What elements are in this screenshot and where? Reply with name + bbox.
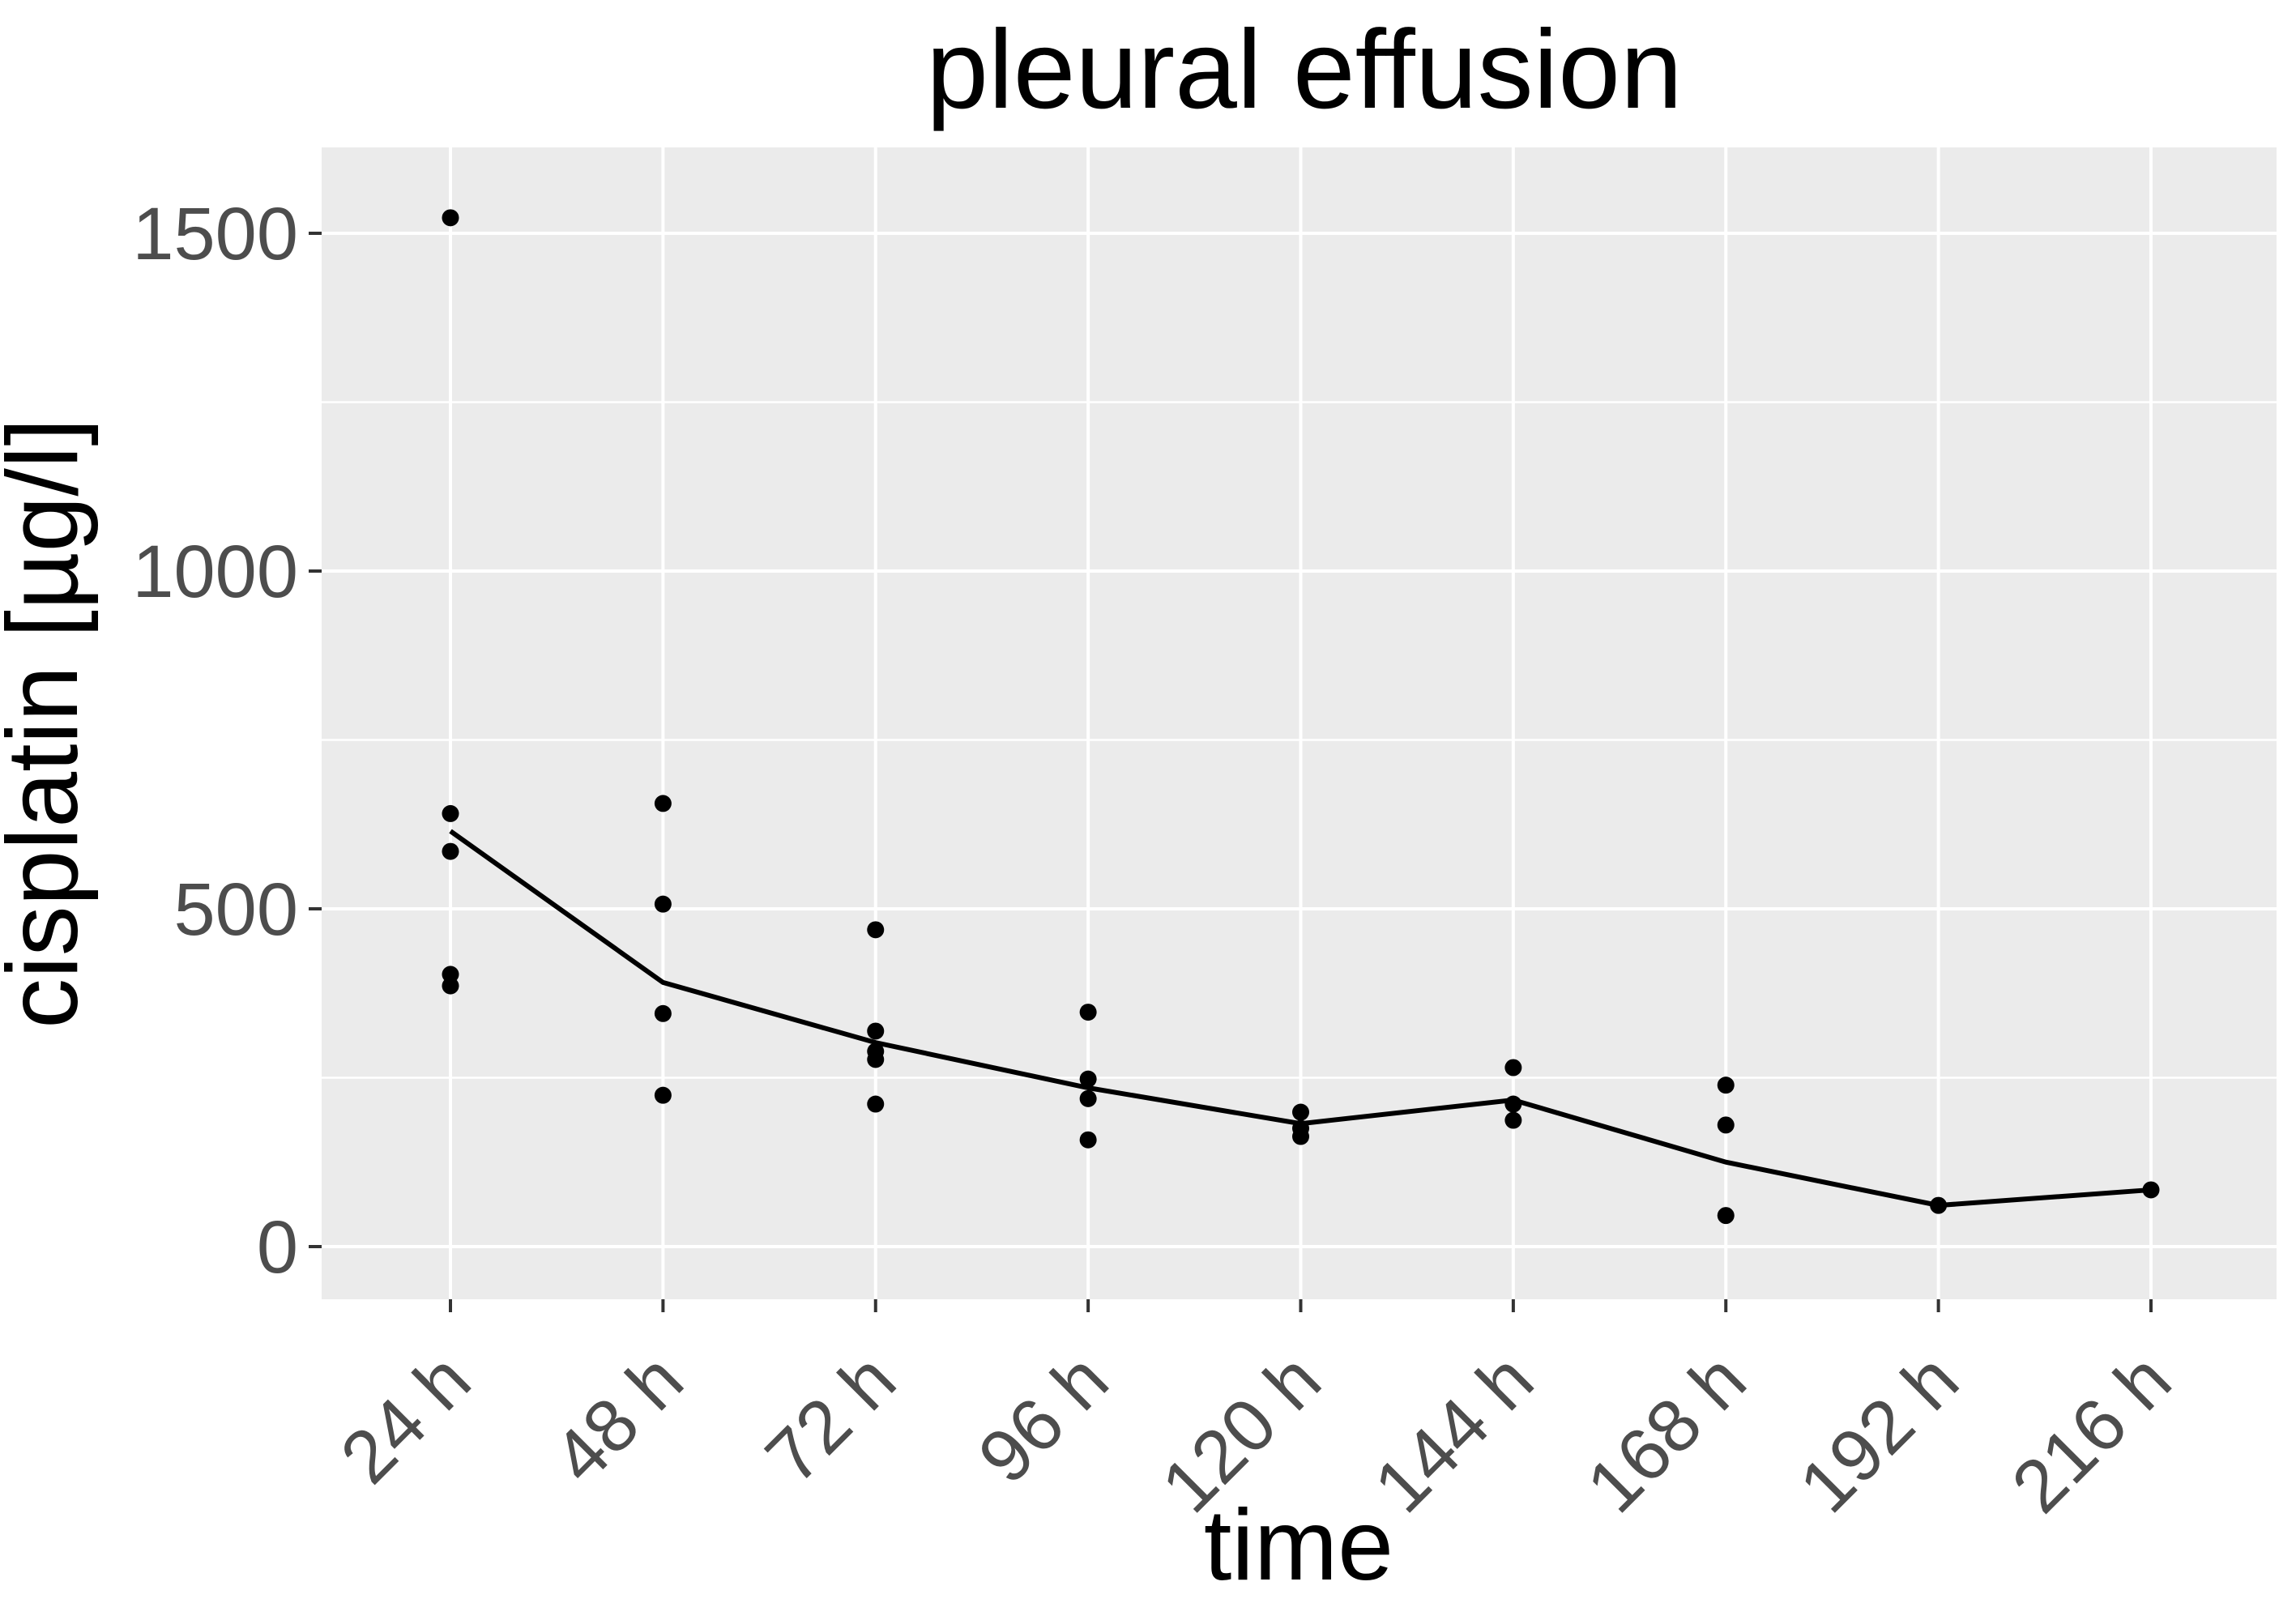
axis-tick-marks [309,232,2153,1312]
y-tick-label: 1500 [132,193,298,275]
data-point [654,795,672,812]
y-axis-tick-labels: 0 500 1000 1500 [132,193,298,1289]
data-point [1079,1131,1097,1149]
data-point [1930,1196,1948,1214]
scatter-points-series [442,209,2160,1225]
data-point [654,1004,672,1022]
x-tick-label: 48 h [538,1338,699,1499]
x-tick-label: 168 h [1571,1338,1761,1528]
data-point [1717,1116,1735,1134]
x-tick-label: 192 h [1784,1338,1974,1528]
data-point [867,1022,885,1040]
data-point [2142,1181,2160,1199]
data-point [1079,1089,1097,1107]
data-point [1717,1076,1735,1094]
data-point [1292,1128,1309,1145]
y-tick-label: 1000 [132,531,298,613]
data-point [1079,1004,1097,1021]
y-tick-label: 500 [174,868,299,951]
x-tick-label: 96 h [963,1338,1125,1499]
data-point [867,1095,885,1113]
data-point [1717,1207,1735,1225]
x-tick-label: 72 h [750,1338,911,1499]
y-tick-label: 0 [257,1206,298,1289]
data-point [442,209,459,227]
x-tick-label: 216 h [1996,1338,2187,1528]
data-point [1504,1111,1522,1129]
x-axis-title: time [1204,1490,1393,1601]
y-axis-title: cisplatin [µg/l] [0,418,99,1029]
data-point [1292,1103,1309,1121]
data-point [654,1086,672,1104]
data-point [442,977,459,995]
data-point [867,921,885,939]
data-point [1504,1095,1522,1113]
data-point [1079,1070,1097,1088]
data-point [654,895,672,913]
data-point [867,1051,885,1068]
data-point [1504,1059,1522,1076]
chart-title: pleural effusion [926,7,1682,132]
data-point [442,804,459,822]
x-tick-label: 24 h [325,1338,486,1499]
data-point [442,842,459,860]
